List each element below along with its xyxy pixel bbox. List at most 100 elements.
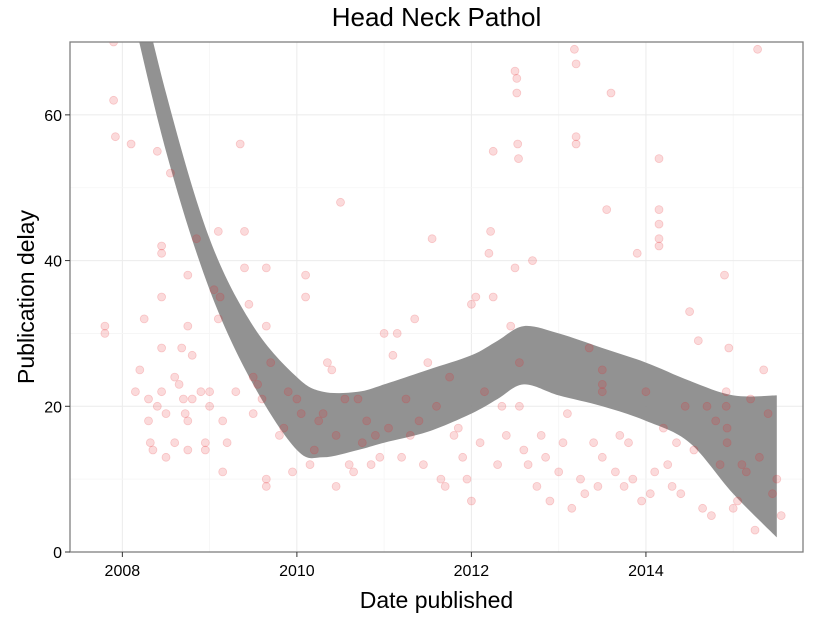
- data-point: [261, 263, 271, 273]
- data-point: [410, 314, 420, 324]
- data-point: [645, 489, 655, 499]
- data-point: [222, 438, 232, 448]
- data-point: [192, 234, 201, 244]
- data-point: [650, 467, 660, 477]
- data-point: [763, 409, 773, 419]
- data-point: [218, 416, 228, 426]
- data-point: [248, 372, 258, 382]
- data-point: [453, 423, 463, 433]
- data-point: [187, 350, 197, 360]
- data-point: [497, 401, 507, 411]
- data-point: [737, 460, 747, 470]
- data-point: [462, 474, 472, 484]
- data-point: [261, 321, 271, 331]
- data-point: [257, 394, 267, 404]
- data-point: [528, 256, 537, 266]
- data-point: [515, 401, 524, 411]
- data-point: [637, 496, 646, 506]
- data-point: [720, 270, 729, 280]
- data-point: [375, 452, 385, 462]
- data-point: [506, 321, 516, 331]
- data-point: [296, 409, 306, 419]
- data-point: [205, 401, 215, 411]
- data-point: [480, 387, 489, 397]
- data-point: [111, 132, 120, 142]
- data-point: [301, 270, 311, 280]
- data-point: [458, 452, 468, 462]
- data-point: [641, 387, 651, 397]
- data-point: [484, 248, 494, 258]
- data-point: [536, 430, 546, 440]
- data-point: [721, 401, 731, 411]
- data-point: [680, 401, 690, 411]
- data-point: [187, 394, 197, 404]
- data-point: [331, 481, 341, 491]
- data-point: [183, 445, 193, 455]
- data-point: [144, 394, 153, 404]
- x-tick-label: 2012: [454, 563, 490, 580]
- data-point: [305, 460, 315, 470]
- data-point: [576, 474, 585, 484]
- data-point: [722, 423, 732, 433]
- data-point: [466, 496, 476, 506]
- data-point: [218, 467, 228, 477]
- data-point: [589, 438, 598, 448]
- data-point: [279, 423, 289, 433]
- data-point: [432, 401, 441, 411]
- axis-ticks: 2008 2010 2012 2014 0 20 40 60: [44, 108, 664, 580]
- smooth-band-layer: [139, 42, 777, 538]
- plot-frame: [69, 41, 804, 553]
- data-point: [512, 88, 522, 98]
- data-point: [178, 394, 188, 404]
- data-point: [571, 59, 581, 69]
- data-point: [606, 88, 616, 98]
- data-point: [571, 139, 581, 149]
- data-point: [100, 321, 110, 331]
- data-point: [597, 379, 607, 389]
- data-point: [349, 467, 359, 477]
- data-point: [401, 394, 411, 404]
- data-point: [445, 372, 455, 382]
- data-point: [231, 387, 241, 397]
- data-point: [702, 401, 712, 411]
- data-point: [488, 292, 498, 302]
- data-point: [510, 66, 520, 76]
- data-point: [466, 299, 476, 309]
- data-point: [654, 154, 664, 164]
- data-point: [405, 430, 415, 440]
- data-point: [200, 438, 210, 448]
- data-point: [205, 387, 215, 397]
- data-point: [292, 394, 302, 404]
- data-point: [414, 416, 424, 426]
- data-point: [130, 387, 140, 397]
- data-point: [183, 321, 193, 331]
- data-point: [746, 394, 755, 404]
- points-layer: [100, 42, 786, 535]
- data-point: [558, 438, 568, 448]
- data-point: [196, 387, 206, 397]
- data-point: [344, 460, 354, 470]
- data-point: [215, 292, 225, 302]
- data-point: [523, 460, 533, 470]
- data-point: [512, 74, 522, 83]
- data-point: [318, 409, 328, 419]
- data-point: [733, 496, 742, 506]
- data-point: [148, 445, 158, 455]
- data-point: [322, 358, 332, 368]
- data-point: [471, 292, 481, 302]
- data-point: [475, 438, 485, 448]
- data-point: [698, 503, 707, 513]
- data-point: [728, 503, 738, 513]
- data-point: [659, 423, 668, 433]
- data-point: [183, 416, 193, 426]
- data-point: [486, 226, 496, 236]
- data-point: [139, 314, 149, 324]
- data-point: [283, 387, 293, 397]
- data-point: [126, 139, 136, 149]
- data-point: [654, 234, 664, 244]
- x-axis-title: Date published: [360, 587, 513, 613]
- data-point: [545, 496, 555, 506]
- data-point: [327, 365, 337, 375]
- data-point: [519, 445, 529, 455]
